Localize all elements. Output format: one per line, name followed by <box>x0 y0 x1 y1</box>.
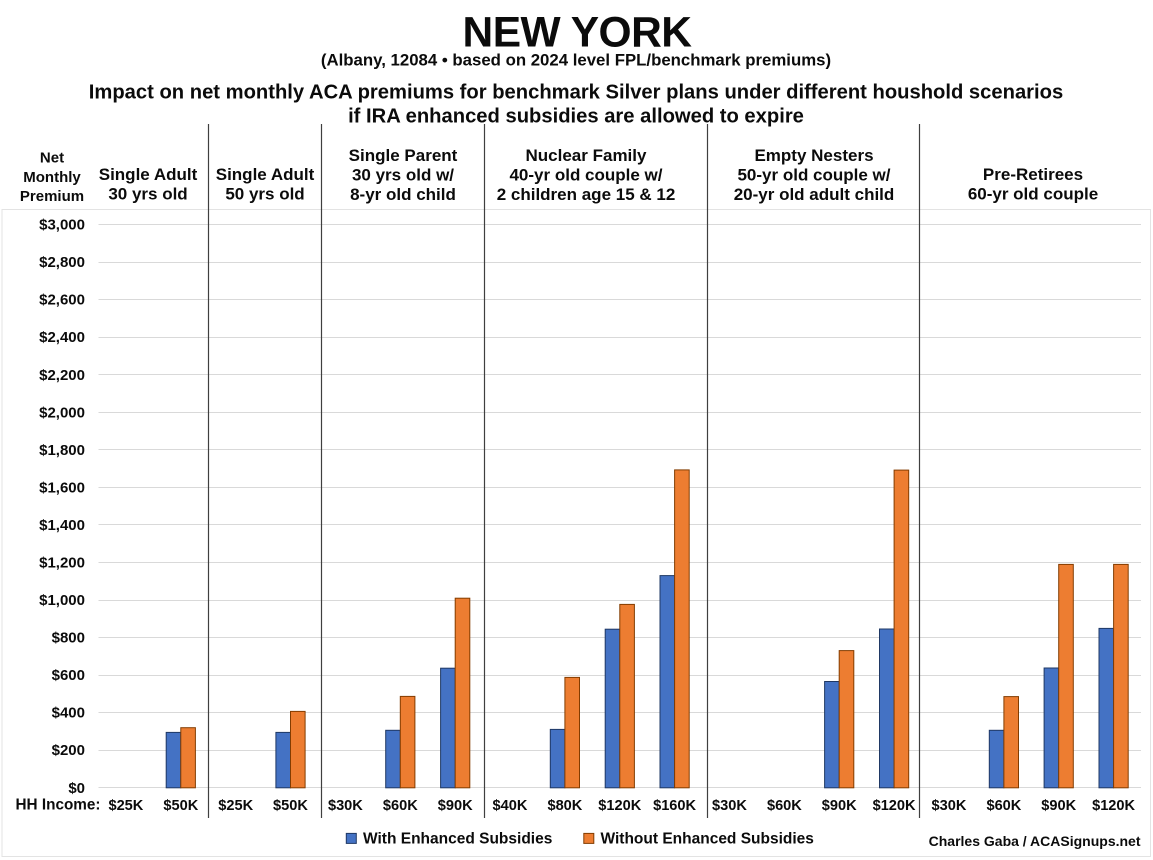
svg-text:if IRA enhanced subsidies are: if IRA enhanced subsidies are allowed to… <box>348 106 804 128</box>
svg-text:$90K: $90K <box>1041 798 1076 814</box>
svg-text:$1,400: $1,400 <box>39 517 85 534</box>
svg-text:$1,600: $1,600 <box>39 479 85 496</box>
svg-text:$90K: $90K <box>822 798 857 814</box>
svg-text:$1,800: $1,800 <box>39 442 85 459</box>
svg-text:$120K: $120K <box>1092 798 1135 814</box>
svg-text:(Albany, 12084 • based on 2024: (Albany, 12084 • based on 2024 level FPL… <box>321 51 831 70</box>
svg-text:$60K: $60K <box>767 798 802 814</box>
svg-text:$90K: $90K <box>438 798 473 814</box>
svg-text:$600: $600 <box>52 667 85 684</box>
svg-text:HH Income:: HH Income: <box>16 797 101 814</box>
svg-text:$30K: $30K <box>712 798 747 814</box>
svg-text:$40K: $40K <box>493 798 528 814</box>
svg-text:$60K: $60K <box>383 798 418 814</box>
svg-text:$800: $800 <box>52 630 85 647</box>
svg-text:$30K: $30K <box>328 798 363 814</box>
svg-text:$1,000: $1,000 <box>39 592 85 609</box>
svg-text:$2,800: $2,800 <box>39 254 85 271</box>
svg-text:With Enhanced Subsidies: With Enhanced Subsidies <box>363 831 552 848</box>
svg-text:$400: $400 <box>52 705 85 722</box>
svg-text:$120K: $120K <box>873 798 916 814</box>
svg-text:$2,200: $2,200 <box>39 367 85 384</box>
svg-text:Without Enhanced Subsidies: Without Enhanced Subsidies <box>601 831 814 848</box>
svg-text:$2,000: $2,000 <box>39 404 85 421</box>
svg-text:$3,000: $3,000 <box>39 217 85 234</box>
svg-text:$200: $200 <box>52 742 85 759</box>
svg-text:$50K: $50K <box>273 798 308 814</box>
svg-text:$0: $0 <box>68 780 85 797</box>
svg-text:Charles Gaba / ACASignups.net: Charles Gaba / ACASignups.net <box>929 833 1141 849</box>
svg-text:$80K: $80K <box>547 798 582 814</box>
svg-text:$2,400: $2,400 <box>39 329 85 346</box>
svg-text:$1,200: $1,200 <box>39 555 85 572</box>
svg-text:$120K: $120K <box>598 798 641 814</box>
svg-text:$60K: $60K <box>986 798 1021 814</box>
svg-text:$25K: $25K <box>108 798 143 814</box>
svg-text:$160K: $160K <box>653 798 696 814</box>
svg-text:$2,600: $2,600 <box>39 292 85 309</box>
svg-text:Impact on net monthly ACA prem: Impact on net monthly ACA premiums for b… <box>89 82 1063 104</box>
svg-text:$30K: $30K <box>932 798 967 814</box>
svg-text:$25K: $25K <box>218 798 253 814</box>
svg-text:NEW YORK: NEW YORK <box>463 10 693 57</box>
svg-text:$50K: $50K <box>163 798 198 814</box>
